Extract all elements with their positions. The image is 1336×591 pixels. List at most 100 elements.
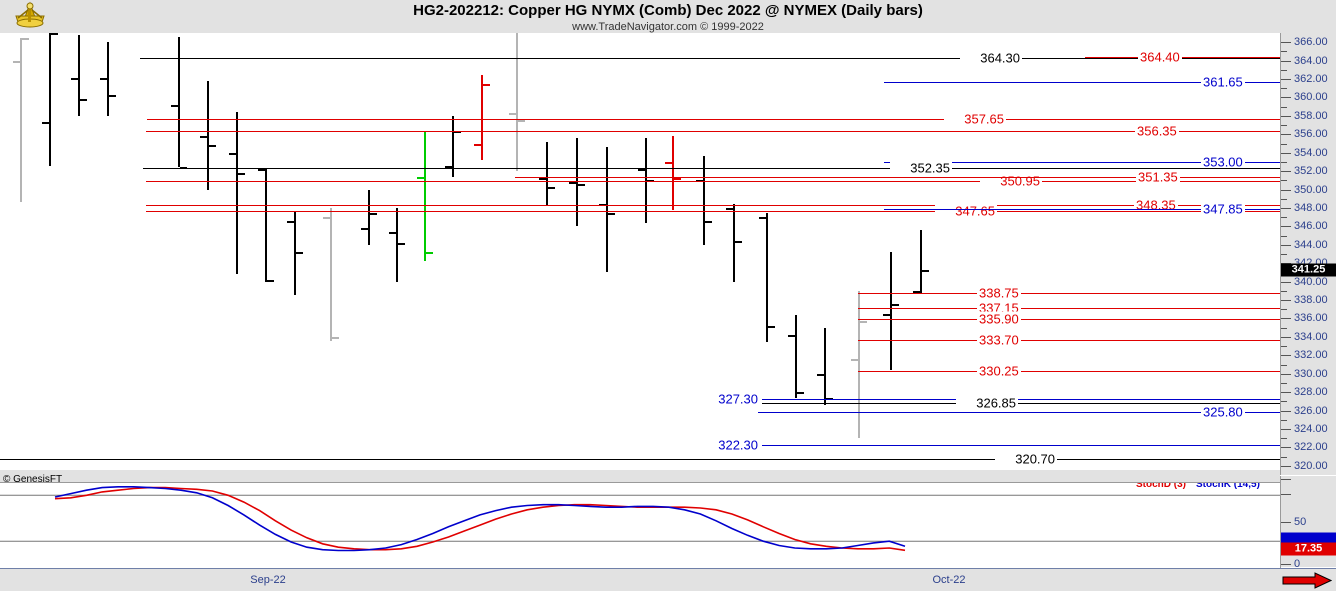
stochastic-axis[interactable]: 50 0 17.35 — [1281, 476, 1336, 570]
ohlc-open-tick — [539, 178, 546, 181]
price-level-line[interactable] — [146, 180, 1280, 182]
red-right-arrow-icon[interactable] — [1282, 572, 1333, 589]
price-level-label: 357.65 — [944, 111, 1006, 127]
price-level-line[interactable] — [858, 307, 1280, 309]
price-axis-tick — [1281, 60, 1291, 62]
ohlc-bar — [858, 290, 860, 439]
price-level-label: 325.80 — [1201, 404, 1245, 420]
ohlc-close-tick — [705, 220, 712, 223]
price-level-line[interactable] — [146, 131, 1280, 133]
ohlc-bar — [107, 42, 109, 116]
price-level-line[interactable] — [884, 209, 1280, 211]
stochastic-series-line — [54, 486, 906, 552]
price-axis-minor-tick — [1281, 143, 1287, 145]
price-level-line[interactable] — [884, 82, 1280, 84]
price-level-label: 347.85 — [1201, 201, 1245, 217]
price-axis-label: 356.00 — [1294, 128, 1328, 141]
price-level-line[interactable] — [143, 167, 1280, 169]
ohlc-bar — [766, 213, 768, 343]
price-level-label: 353.00 — [1201, 154, 1245, 170]
price-level-line[interactable] — [0, 459, 1280, 461]
ohlc-open-tick — [788, 335, 795, 338]
price-pane[interactable]: 364.30 364.40 361.65 357.65 356.35 353.00 352.… — [0, 33, 1281, 475]
price-level-line[interactable] — [1085, 56, 1280, 58]
ohlc-bar — [703, 156, 705, 245]
ohlc-bar — [49, 33, 51, 166]
ohlc-bar — [294, 211, 296, 295]
ohlc-close-tick — [109, 94, 116, 97]
price-axis-label: 330.00 — [1294, 367, 1328, 380]
ohlc-open-tick — [389, 231, 396, 234]
price-axis-minor-tick — [1281, 106, 1287, 108]
price-level-line[interactable] — [146, 204, 1280, 206]
stochastic-axis-tick — [1281, 564, 1291, 565]
price-axis-label: 362.00 — [1294, 73, 1328, 86]
price-level-line[interactable] — [858, 371, 1280, 373]
price-axis-minor-tick — [1281, 290, 1287, 292]
page-title: HG2-202212: Copper HG NYMX (Comb) Dec 20… — [413, 2, 923, 19]
price-axis-tick — [1281, 134, 1291, 136]
date-axis[interactable]: Sep-22 Oct-22 — [0, 568, 1336, 591]
ohlc-open-tick — [509, 113, 516, 116]
price-axis-minor-tick — [1281, 382, 1287, 384]
ohlc-close-tick — [51, 33, 58, 35]
ohlc-open-tick — [200, 136, 207, 139]
ohlc-open-tick — [665, 161, 672, 164]
stochastic-pane[interactable]: StochD (3) StochK (14,5) — [0, 476, 1281, 568]
price-axis-tick — [1281, 428, 1291, 430]
price-level-line[interactable] — [146, 211, 1280, 213]
ohlc-close-tick — [398, 242, 405, 245]
ohlc-open-tick — [42, 122, 49, 125]
date-axis-label: Sep-22 — [250, 574, 286, 586]
price-axis[interactable]: 366.00 364.00 362.00 360.00 358.00 356.00 354.… — [1281, 33, 1336, 475]
price-level-line[interactable] — [515, 177, 1280, 179]
price-axis-label: 320.00 — [1294, 459, 1328, 472]
stochastic-legend-item: StochK (14,5) — [1196, 479, 1260, 490]
price-level-line[interactable] — [762, 398, 1280, 400]
ohlc-open-tick — [171, 104, 178, 107]
watermark: © GenesisFT — [3, 474, 63, 485]
price-level-line[interactable] — [858, 319, 1280, 321]
price-level-line[interactable] — [140, 57, 1280, 59]
price-axis-label: 328.00 — [1294, 386, 1328, 399]
ohlc-close-tick — [370, 213, 377, 216]
stochastic-axis-label: 0 — [1294, 558, 1301, 570]
price-level-line[interactable] — [884, 161, 1280, 163]
price-level-label: 338.75 — [977, 285, 1021, 301]
price-axis-tick — [1281, 373, 1291, 375]
price-axis-label: 366.00 — [1294, 36, 1328, 49]
price-level-label: 364.40 — [1138, 49, 1182, 65]
ohlc-bar — [890, 252, 892, 371]
price-axis-label: 350.00 — [1294, 183, 1328, 196]
ohlc-close-tick — [768, 325, 775, 328]
ohlc-open-tick — [229, 152, 236, 155]
ohlc-bar — [672, 136, 674, 210]
price-level-line[interactable] — [762, 402, 1280, 404]
price-level-line[interactable] — [858, 293, 1280, 295]
price-axis-label: 322.00 — [1294, 441, 1328, 454]
price-level-line[interactable] — [758, 412, 1280, 414]
chart-subtitle: www.TradeNavigator.com © 1999-2022 — [572, 21, 764, 33]
price-axis-minor-tick — [1281, 161, 1287, 163]
ohlc-close-tick — [860, 321, 867, 324]
price-axis-tick — [1281, 189, 1291, 191]
price-level-line[interactable] — [147, 119, 1280, 121]
ohlc-close-tick — [22, 37, 29, 40]
price-level-line[interactable] — [762, 444, 1280, 446]
price-axis-tick — [1281, 79, 1291, 81]
price-axis-minor-tick — [1281, 88, 1287, 90]
ohlc-bar — [236, 112, 238, 275]
price-axis-label: 338.00 — [1294, 294, 1328, 307]
price-axis-tick — [1281, 318, 1291, 320]
price-axis-label: 364.00 — [1294, 54, 1328, 67]
ohlc-open-tick — [851, 358, 858, 361]
price-axis-minor-tick — [1281, 419, 1287, 421]
price-level-label: 327.30 — [698, 391, 760, 407]
price-axis-tick — [1281, 152, 1291, 154]
ohlc-open-tick — [100, 78, 107, 81]
ohlc-open-tick — [883, 313, 890, 316]
price-level-line[interactable] — [858, 339, 1280, 341]
price-level-label: 351.35 — [1136, 169, 1180, 185]
ohlc-bar — [424, 130, 426, 262]
